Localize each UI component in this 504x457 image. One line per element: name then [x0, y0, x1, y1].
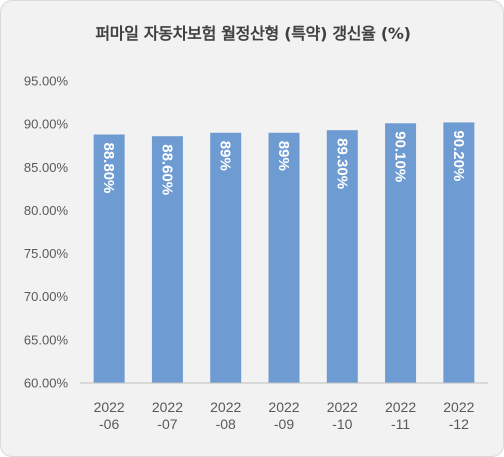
bar — [443, 122, 475, 383]
bar — [268, 132, 300, 383]
chart-title: 퍼마일 자동차보험 월정산형 (특약) 갱신율 (%) — [95, 24, 411, 43]
data-label: 89% — [217, 141, 234, 171]
x-tick-label: 2022 — [210, 399, 241, 415]
bar — [210, 132, 242, 383]
bar — [93, 134, 125, 383]
x-tick-label: 2022 — [327, 399, 358, 415]
x-tick-label: -07 — [157, 416, 177, 432]
y-tick-label: 90.00% — [24, 117, 69, 132]
y-tick-label: 60.00% — [24, 376, 69, 391]
y-tick-label: 70.00% — [24, 289, 69, 304]
x-tick-label: -12 — [449, 416, 469, 432]
y-tick-label: 75.00% — [24, 246, 69, 261]
x-tick-label: 2022 — [94, 399, 125, 415]
y-tick-label: 65.00% — [24, 332, 69, 347]
bar — [151, 136, 183, 383]
x-tick-label: -08 — [216, 416, 236, 432]
y-tick-label: 85.00% — [24, 160, 69, 175]
x-tick-label: 2022 — [443, 399, 474, 415]
y-tick-label: 80.00% — [24, 203, 69, 218]
data-label: 90.20% — [450, 130, 467, 181]
x-tick-label: 2022 — [268, 399, 299, 415]
data-label: 89% — [275, 141, 292, 171]
data-label: 89.30% — [333, 138, 350, 189]
data-label: 88.60% — [158, 144, 175, 195]
x-tick-label: -10 — [332, 416, 352, 432]
x-tick-label: 2022 — [152, 399, 183, 415]
bar — [326, 130, 358, 383]
x-tick-label: -06 — [99, 416, 119, 432]
x-tick-label: -09 — [274, 416, 294, 432]
bar — [385, 123, 417, 383]
data-label: 88.80% — [100, 142, 117, 193]
y-tick-label: 95.00% — [24, 74, 69, 89]
data-label: 90.10% — [392, 131, 409, 182]
x-tick-label: 2022 — [385, 399, 416, 415]
x-tick-label: -11 — [391, 416, 410, 432]
